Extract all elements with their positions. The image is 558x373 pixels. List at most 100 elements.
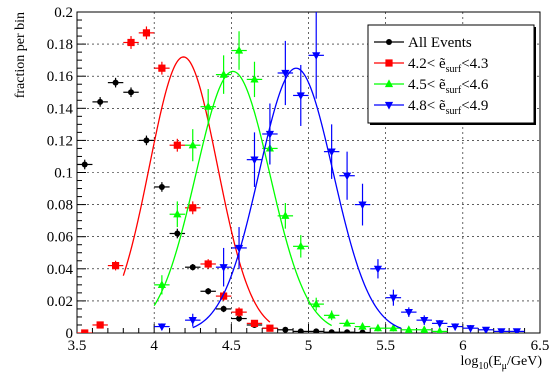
y-tick-label: 0.16 — [47, 69, 74, 85]
data-point — [220, 305, 227, 312]
data-point — [204, 260, 212, 268]
data-point — [173, 209, 182, 218]
data-point — [157, 280, 166, 288]
data-point — [313, 328, 320, 333]
data-point — [111, 261, 120, 270]
data-point — [497, 328, 506, 333]
fit-curve — [192, 67, 402, 329]
data-point — [112, 79, 119, 86]
x-tick-label: 4.5 — [222, 338, 241, 354]
data-point — [234, 244, 244, 253]
legend-label: 4.8< ẽsurf<4.9 — [408, 98, 488, 117]
data-point — [389, 294, 398, 303]
data-point — [189, 204, 197, 212]
legend-marker — [384, 101, 394, 110]
data-point — [96, 321, 104, 329]
y-tick-label: 0.08 — [47, 198, 73, 214]
legend-marker — [386, 39, 392, 45]
data-point — [128, 89, 135, 96]
data-point — [435, 320, 444, 328]
data-point — [420, 325, 429, 333]
data-point — [265, 130, 275, 139]
y-tick-label: 0.12 — [47, 133, 73, 149]
legend-box — [367, 24, 535, 124]
data-point — [312, 52, 321, 60]
data-point — [173, 141, 181, 149]
y-axis-title: fraction per bin — [13, 12, 28, 98]
data-point — [358, 201, 367, 210]
y-tick-label: 0.2 — [54, 5, 73, 21]
legend-marker — [385, 59, 393, 67]
data-point — [205, 288, 212, 295]
data-point — [142, 29, 151, 37]
y-tick-label: 0.04 — [47, 262, 74, 278]
plot-frame — [76, 11, 541, 334]
data-point — [451, 323, 460, 332]
data-point — [404, 325, 413, 333]
data-point — [236, 315, 243, 322]
data-point — [174, 230, 181, 237]
data-point — [404, 309, 413, 317]
x-tick-label: 4 — [150, 338, 158, 354]
data-point — [373, 265, 383, 274]
legend-label: 4.5< ẽsurf<4.6 — [408, 77, 489, 96]
legend-label: All Events — [408, 35, 472, 51]
data-point — [97, 98, 104, 105]
series-3 — [154, 12, 525, 333]
legend-label: 4.2< ẽsurf<4.3 — [408, 56, 488, 75]
data-point — [420, 317, 429, 325]
series-2 — [153, 31, 448, 333]
data-point — [358, 321, 367, 330]
data-point — [188, 317, 197, 325]
x-axis-title: log10(Eμ/GeV) — [461, 354, 543, 372]
data-point — [282, 326, 289, 333]
data-point — [436, 326, 443, 333]
data-point — [481, 326, 491, 333]
data-point — [143, 137, 150, 144]
data-point — [158, 64, 166, 72]
data-point — [157, 323, 166, 332]
data-point — [359, 329, 366, 333]
y-tick-label: 0.1 — [54, 166, 73, 182]
legend-marker — [384, 79, 394, 88]
data-point — [327, 148, 336, 157]
data-point — [342, 172, 352, 181]
data-point — [281, 69, 290, 78]
data-point — [250, 319, 259, 327]
data-point — [312, 299, 321, 308]
y-tick-label: 0.18 — [47, 37, 73, 53]
data-point — [328, 329, 335, 333]
data-point — [296, 92, 305, 101]
data-point — [250, 74, 259, 83]
data-point — [281, 211, 290, 219]
legend: All Events 4.2< ẽsurf<4.3 4.5< ẽsurf<4.6 4.… — [367, 24, 536, 125]
data-point — [512, 328, 521, 333]
data-point — [250, 156, 259, 165]
data-point — [219, 264, 228, 272]
fit-curve — [153, 70, 332, 327]
x-tick-label: 5.5 — [376, 338, 395, 354]
data-point — [235, 308, 243, 316]
data-point — [327, 310, 336, 319]
data-point — [296, 241, 305, 250]
data-point — [204, 102, 213, 110]
data-point — [373, 323, 383, 332]
y-tick-label: 0.14 — [47, 101, 74, 117]
x-tick-label: 6.5 — [531, 338, 550, 354]
data-point — [466, 325, 475, 333]
data-point — [389, 323, 398, 332]
data-point — [297, 328, 304, 333]
data-point — [127, 38, 135, 47]
data-point — [342, 318, 352, 327]
y-tick-label: 0.02 — [47, 294, 73, 310]
data-point — [219, 69, 228, 78]
data-point — [234, 45, 244, 54]
fit-curve — [122, 56, 271, 323]
data-point — [266, 324, 274, 332]
data-point — [158, 183, 165, 190]
data-point — [220, 292, 228, 300]
data-point — [189, 264, 196, 271]
data-point — [188, 140, 197, 149]
